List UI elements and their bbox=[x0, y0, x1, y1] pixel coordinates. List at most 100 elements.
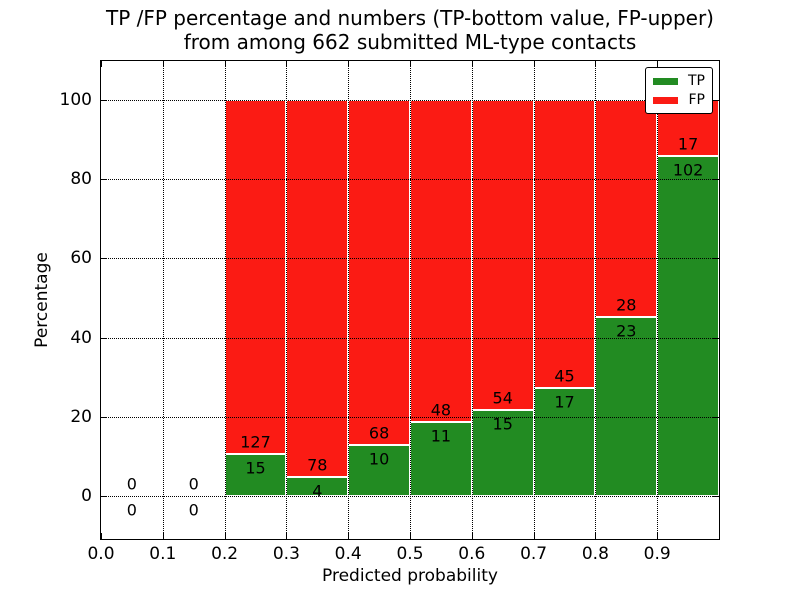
x-tick-label: 0.2 bbox=[211, 544, 239, 564]
x-tick-mark bbox=[286, 533, 288, 539]
x-tick-label: 0.1 bbox=[149, 544, 177, 564]
fp-bar-segment bbox=[286, 99, 349, 477]
x-tick-mark bbox=[595, 533, 597, 539]
x-tick-label: 0.8 bbox=[581, 544, 609, 564]
gridline-vertical bbox=[533, 61, 535, 539]
grid-layer bbox=[101, 61, 719, 539]
x-tick-label: 0.4 bbox=[334, 544, 362, 564]
y-tick-mark bbox=[101, 416, 107, 418]
gridline-vertical bbox=[595, 61, 597, 539]
legend-swatch-fp bbox=[653, 96, 678, 104]
fp-count-label: 54 bbox=[492, 388, 513, 408]
x-tick-mark bbox=[162, 533, 164, 539]
y-tick-mark bbox=[713, 496, 719, 498]
gridline-vertical bbox=[286, 61, 288, 539]
legend-item: FP bbox=[653, 92, 705, 108]
y-tick-label: 20 bbox=[70, 406, 92, 427]
gridline-vertical bbox=[471, 61, 473, 539]
y-tick-mark bbox=[101, 99, 107, 101]
x-tick-label: 0.7 bbox=[520, 544, 548, 564]
tp-count-label: 0 bbox=[188, 500, 199, 520]
x-tick-label: 0.9 bbox=[643, 544, 671, 564]
gridline-horizontal bbox=[101, 179, 719, 181]
fp-bar-segment bbox=[224, 99, 287, 455]
x-tick-mark bbox=[224, 61, 226, 67]
fp-count-label: 127 bbox=[240, 432, 271, 452]
fp-count-label: 17 bbox=[677, 134, 699, 154]
annotations-layer: 0 0 0 0 127 15 78 4 68 10 48 11 54 15 45 17 28 23 17 102 bbox=[101, 61, 719, 539]
bars-layer bbox=[101, 61, 719, 539]
chart-title-line2: from among 662 submitted ML-type contact… bbox=[183, 30, 637, 54]
gridline-horizontal bbox=[101, 416, 719, 418]
tp-bar-segment bbox=[533, 387, 596, 497]
tp-bar-segment bbox=[224, 454, 287, 497]
x-tick-mark bbox=[286, 61, 288, 67]
y-tick-mark bbox=[101, 258, 107, 260]
legend-label: FP bbox=[688, 92, 706, 108]
x-tick-mark bbox=[657, 61, 659, 67]
legend-swatch-tp bbox=[653, 77, 678, 85]
tp-count-label: 15 bbox=[492, 414, 513, 434]
y-tick-mark bbox=[713, 416, 719, 418]
tp-bar-segment bbox=[471, 410, 534, 497]
fp-count-label: 0 bbox=[126, 474, 137, 494]
gridline-vertical bbox=[410, 61, 411, 539]
chart-title-line1: TP /FP percentage and numbers (TP-bottom… bbox=[106, 6, 714, 30]
y-tick-label: 80 bbox=[70, 169, 92, 190]
y-tick-label: 60 bbox=[70, 248, 92, 269]
x-tick-mark bbox=[410, 533, 411, 539]
fp-bar-segment bbox=[410, 99, 472, 423]
gridline-vertical bbox=[657, 61, 659, 539]
y-tick-label: 40 bbox=[70, 327, 92, 348]
x-tick-mark bbox=[471, 533, 473, 539]
y-tick-mark bbox=[101, 179, 107, 181]
y-tick-mark bbox=[101, 337, 107, 339]
tp-count-label: 23 bbox=[616, 321, 637, 341]
gridline-horizontal bbox=[101, 337, 719, 339]
gridline-vertical bbox=[348, 61, 350, 539]
x-axis-label: Predicted probability bbox=[322, 566, 498, 586]
gridline-vertical bbox=[162, 61, 164, 539]
chart-title: TP /FP percentage and numbers (TP-bottom… bbox=[100, 6, 720, 54]
x-tick-label: 0.5 bbox=[396, 544, 424, 564]
y-tick-label: 100 bbox=[59, 89, 92, 110]
gridline-vertical bbox=[224, 61, 226, 539]
x-tick-mark bbox=[657, 533, 659, 539]
x-tick-mark bbox=[471, 61, 473, 67]
tp-count-label: 102 bbox=[672, 160, 704, 180]
x-tick-mark bbox=[348, 533, 350, 539]
legend-label: TP bbox=[688, 73, 705, 89]
plot-area: 0 0 0 0 127 15 78 4 68 10 48 11 54 15 45 17 28 23 17 102 bbox=[100, 60, 720, 540]
x-tick-mark bbox=[348, 61, 350, 67]
x-tick-mark bbox=[595, 61, 597, 67]
x-tick-mark bbox=[410, 61, 411, 67]
fp-count-label: 68 bbox=[368, 423, 390, 443]
y-tick-mark bbox=[713, 179, 719, 181]
y-tick-mark bbox=[713, 337, 719, 339]
tp-count-label: 0 bbox=[126, 500, 137, 520]
x-tick-mark bbox=[101, 533, 102, 539]
x-tick-mark bbox=[101, 61, 102, 67]
fp-count-label: 0 bbox=[188, 474, 199, 494]
x-tick-label: 0.6 bbox=[458, 544, 486, 564]
fp-count-label: 28 bbox=[616, 295, 637, 315]
fp-bar-segment bbox=[471, 99, 534, 411]
gridline-horizontal bbox=[101, 99, 719, 101]
y-tick-mark bbox=[713, 99, 719, 101]
x-tick-mark bbox=[533, 61, 535, 67]
x-tick-label: 0.0 bbox=[87, 544, 115, 564]
fp-count-label: 48 bbox=[430, 400, 452, 420]
y-tick-mark bbox=[101, 496, 107, 498]
tp-count-label: 17 bbox=[554, 392, 575, 412]
y-tick-mark bbox=[713, 258, 719, 260]
tp-bar-segment bbox=[657, 156, 719, 497]
x-tick-label: 0.3 bbox=[272, 544, 300, 564]
fp-count-label: 78 bbox=[307, 455, 328, 475]
gridline-horizontal bbox=[101, 258, 719, 260]
fp-count-label: 45 bbox=[554, 366, 575, 386]
tp-count-label: 11 bbox=[430, 426, 452, 446]
tp-count-label: 15 bbox=[245, 458, 266, 478]
tp-bar-segment bbox=[595, 317, 658, 497]
x-tick-mark bbox=[224, 533, 226, 539]
